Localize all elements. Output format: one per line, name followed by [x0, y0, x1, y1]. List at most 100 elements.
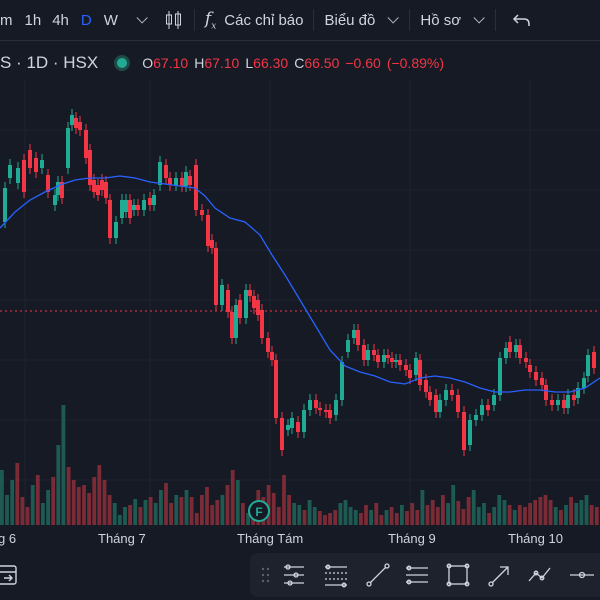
candle — [100, 174, 104, 196]
bar-style-button[interactable] — [164, 0, 184, 40]
candle — [168, 172, 172, 191]
volume-bar — [456, 501, 461, 525]
candle — [148, 192, 152, 211]
pitchfork-icon[interactable] — [280, 561, 308, 589]
volume-bar — [266, 485, 271, 525]
candle — [450, 384, 454, 401]
volume-bar — [66, 467, 71, 525]
parallel-channel-icon[interactable] — [403, 561, 431, 589]
volume-bar — [200, 495, 204, 525]
interval-dropdown[interactable] — [128, 0, 148, 40]
candle — [164, 159, 168, 184]
chart-type-button[interactable]: Biểu đồ — [324, 0, 400, 40]
volume-bar — [594, 507, 599, 525]
candle — [492, 389, 496, 411]
candle — [444, 384, 448, 406]
top-toolbar: m 1h 4h D W fx Các chỉ báo Biểu đồ Hồ sơ — [0, 0, 600, 41]
rectangle-icon[interactable] — [444, 561, 472, 589]
volume-bar — [446, 503, 450, 525]
volume-bar — [282, 475, 286, 525]
candle — [524, 352, 528, 368]
arrow-icon[interactable] — [486, 561, 514, 589]
candle — [434, 389, 438, 418]
candle — [56, 176, 60, 201]
volume-bar — [297, 505, 302, 525]
interval-d[interactable]: D — [80, 11, 92, 29]
candle — [238, 294, 242, 324]
volume-bar — [128, 505, 132, 525]
fib-icon[interactable] — [322, 561, 350, 589]
candle — [328, 404, 332, 424]
symbol-info[interactable]: S · 1D · HSX — [0, 53, 99, 72]
candle — [132, 199, 136, 216]
volume-bar — [471, 490, 476, 525]
volume-bar — [492, 507, 497, 525]
candle — [366, 344, 370, 366]
interval-m[interactable]: m — [0, 11, 13, 29]
volume-bar — [148, 497, 153, 525]
candle — [382, 349, 386, 368]
high-value: 67.10 — [204, 55, 240, 71]
trendline-icon[interactable] — [364, 561, 392, 589]
candle — [96, 179, 100, 201]
candle — [362, 339, 366, 366]
profile-button[interactable]: Hồ sơ — [420, 0, 485, 40]
volume-bar — [61, 405, 66, 525]
market-status-icon — [114, 55, 131, 71]
interval-1h[interactable]: 1h — [24, 11, 42, 29]
volume-bar — [271, 493, 276, 525]
undo-button[interactable] — [512, 0, 532, 40]
candle — [456, 389, 460, 418]
candle — [88, 144, 92, 191]
volume-bar — [235, 480, 240, 525]
interval-4h[interactable]: 4h — [52, 11, 69, 29]
interval-w[interactable]: W — [103, 11, 118, 29]
toolbar-divider — [495, 9, 497, 31]
volume-bar — [497, 495, 502, 525]
volume-bar — [76, 487, 81, 525]
volume-bar — [589, 505, 594, 525]
candle — [40, 154, 44, 174]
volume-bar — [353, 510, 358, 525]
candle — [576, 382, 580, 404]
grip-icon[interactable] — [254, 561, 282, 589]
indicators-button[interactable]: fx Các chỉ báo — [205, 0, 304, 40]
volume-bar — [194, 513, 199, 525]
volume-bars — [0, 405, 599, 525]
volume-bar — [97, 465, 102, 525]
volume-bar — [523, 507, 527, 525]
volume-bar — [333, 510, 338, 525]
volume-bar — [92, 477, 97, 525]
volume-bar — [476, 507, 481, 525]
volume-bar — [241, 503, 245, 525]
horizontal-line-icon[interactable] — [568, 561, 596, 589]
volume-bar — [364, 505, 368, 525]
volume-bar — [584, 495, 589, 525]
volume-bar — [394, 513, 399, 525]
candle — [592, 346, 596, 374]
volume-bar — [317, 511, 322, 525]
volume-bar — [579, 500, 584, 525]
volume-bar — [461, 509, 466, 525]
volume-bar — [369, 510, 373, 525]
candle — [504, 342, 508, 364]
candle — [386, 349, 390, 364]
calendar-icon[interactable] — [0, 564, 18, 586]
candle — [266, 332, 270, 358]
candle — [234, 299, 238, 344]
candle — [562, 394, 566, 414]
candlesticks — [3, 109, 596, 456]
candle — [248, 284, 252, 302]
candle — [28, 144, 32, 174]
candle — [314, 394, 318, 414]
candle — [53, 189, 57, 211]
candle — [390, 352, 394, 368]
volume-bar — [138, 507, 143, 525]
path-icon[interactable] — [526, 561, 554, 589]
x-axis-label-sep: Tháng 9 — [388, 531, 436, 546]
volume-bar — [502, 500, 507, 525]
volume-bar — [512, 510, 517, 525]
earnings-marker[interactable]: F — [248, 500, 270, 522]
toolbar-divider — [409, 9, 411, 31]
